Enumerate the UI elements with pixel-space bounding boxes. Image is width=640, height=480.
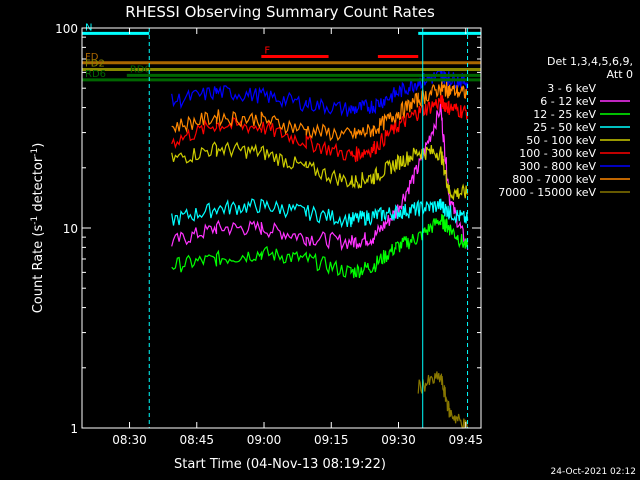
legend-header-line1: Det 1,3,4,5,6,9,: [547, 55, 633, 68]
series-line: [171, 214, 469, 279]
series-8: [417, 371, 469, 429]
x-tick-label: 09:30: [381, 433, 416, 447]
x-tick-label: 09:45: [448, 433, 483, 447]
chart-title: RHESSI Observing Summary Count Rates: [125, 3, 435, 21]
series-line: [417, 371, 469, 429]
y-tick-label: 10: [63, 222, 78, 236]
legend-entry-label: 6 - 12 keV: [540, 95, 596, 108]
state-bar-rd6: RD6: [82, 69, 481, 82]
series-line: [171, 141, 469, 201]
state-bar-label: RD6: [85, 69, 106, 80]
legend-entry-label: 25 - 50 keV: [533, 121, 596, 134]
series-2: [171, 214, 469, 279]
legend-entry-label: 100 - 300 keV: [519, 147, 596, 160]
legend-entry-label: 800 - 7000 keV: [512, 173, 596, 186]
legend-entry-label: 7000 - 15000 keV: [498, 186, 596, 199]
y-tick-label: 1: [70, 422, 78, 436]
series-0: [171, 222, 469, 334]
x-axis-label: Start Time (04-Nov-13 08:19:22): [174, 457, 386, 472]
state-bar-fd2: FD2: [82, 59, 481, 72]
series-line: [171, 222, 469, 334]
legend-entry-label: 3 - 6 keV: [547, 82, 596, 95]
timestamp: 24-Oct-2021 02:12: [551, 467, 636, 477]
state-bar-label: F: [264, 46, 270, 57]
legend-entry-label: 12 - 25 keV: [533, 108, 596, 121]
series-1: [171, 100, 469, 252]
state-bar-fd: FD: [82, 52, 481, 65]
series-3: [171, 198, 469, 229]
y-axis-label: Count Rate (s-1 detector-1): [30, 143, 46, 314]
x-tick-label: 09:15: [314, 433, 349, 447]
series-7: [171, 81, 469, 142]
series-5: [171, 94, 469, 163]
y-tick-label: 100: [55, 22, 78, 36]
series-line: [171, 94, 469, 163]
x-tick-label: 08:30: [112, 433, 147, 447]
state-bar-f: F: [261, 46, 419, 59]
legend-entry-label: 50 - 100 keV: [526, 134, 596, 147]
series-line: [171, 100, 469, 252]
x-tick-label: 08:45: [179, 433, 214, 447]
state-bar-label: FD2: [85, 59, 105, 70]
legend-entry-label: 300 - 800 keV: [519, 160, 596, 173]
state-bar-label: FD: [85, 52, 99, 63]
series-line: [171, 81, 469, 142]
x-axis: 08:30 08:45 09:00 09:15 09:30 09:45: [112, 28, 483, 447]
series-4: [171, 141, 469, 201]
legend-header-line2: Att 0: [607, 68, 633, 81]
y-axis: 1 10 100: [55, 22, 481, 436]
series-line: [171, 198, 469, 229]
state-bar-rd0: RD0: [126, 64, 481, 77]
state-bar-label: RD0: [130, 64, 151, 75]
x-tick-label: 09:00: [247, 433, 282, 447]
